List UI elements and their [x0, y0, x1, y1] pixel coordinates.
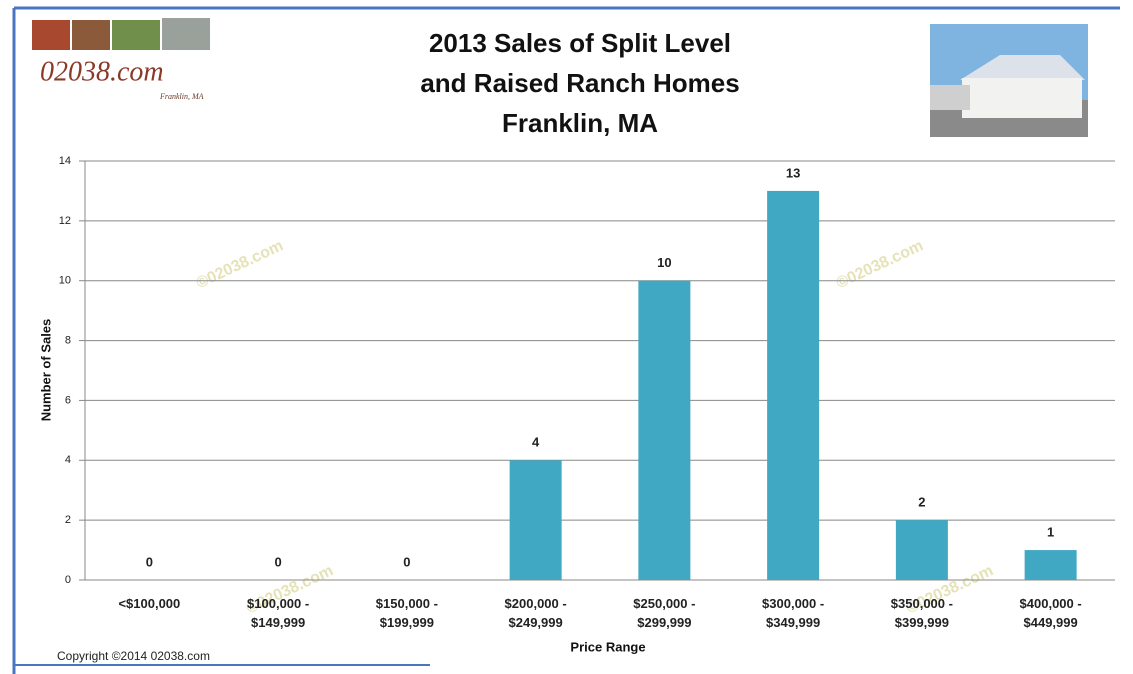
data-label: 0	[403, 554, 410, 569]
data-label: 13	[786, 165, 800, 180]
bar	[896, 520, 948, 580]
y-tick-label: 0	[65, 574, 71, 586]
y-tick-label: 8	[65, 334, 71, 346]
x-tick-label: $100,000 - $149,999	[214, 594, 343, 632]
x-tick-label: $300,000 - $349,999	[729, 594, 858, 632]
data-label: 2	[918, 495, 925, 510]
chart-title: 2013 Sales of Split Level	[429, 28, 731, 58]
y-tick-label: 4	[65, 454, 71, 466]
x-tick-label: $150,000 - $199,999	[343, 594, 472, 632]
x-axis-label: Price Range	[570, 639, 645, 654]
watermark: ©02038.com	[194, 237, 286, 292]
copyright: Copyright ©2014 02038.com	[57, 649, 210, 663]
bar	[510, 460, 562, 580]
y-tick-label: 14	[59, 155, 71, 167]
chart-title: and Raised Ranch Homes	[420, 68, 739, 98]
x-tick-label: $400,000 - $449,999	[986, 594, 1115, 632]
bar	[1025, 550, 1077, 580]
x-tick-label: <$100,000	[85, 594, 214, 613]
data-label: 4	[532, 435, 540, 450]
data-label: 10	[657, 255, 671, 270]
logo-place: Franklin, MA	[159, 92, 204, 101]
bar	[638, 281, 690, 580]
y-tick-label: 2	[65, 514, 71, 526]
y-tick-label: 10	[59, 275, 71, 287]
x-tick-label: $200,000 - $249,999	[471, 594, 600, 632]
y-tick-label: 6	[65, 394, 71, 406]
x-tick-label: $250,000 - $299,999	[600, 594, 729, 632]
data-label: 0	[146, 554, 153, 569]
logo-site: 02038.com	[40, 56, 164, 87]
house-photo	[930, 24, 1088, 137]
data-label: 0	[275, 554, 282, 569]
chart: 02038.com Franklin, MA 2013 Sales of Spl…	[0, 0, 1133, 674]
y-axis-label: Number of Sales	[38, 319, 53, 422]
bar	[767, 191, 819, 580]
page: 02038.com Franklin, MA 2013 Sales of Spl…	[0, 0, 1133, 674]
y-tick-label: 12	[59, 215, 71, 227]
watermark: ©02038.com	[834, 237, 926, 292]
chart-title: Franklin, MA	[502, 108, 658, 138]
x-tick-label: $350,000 - $399,999	[858, 594, 987, 632]
logo-photos	[32, 18, 210, 50]
data-label: 1	[1047, 525, 1054, 540]
